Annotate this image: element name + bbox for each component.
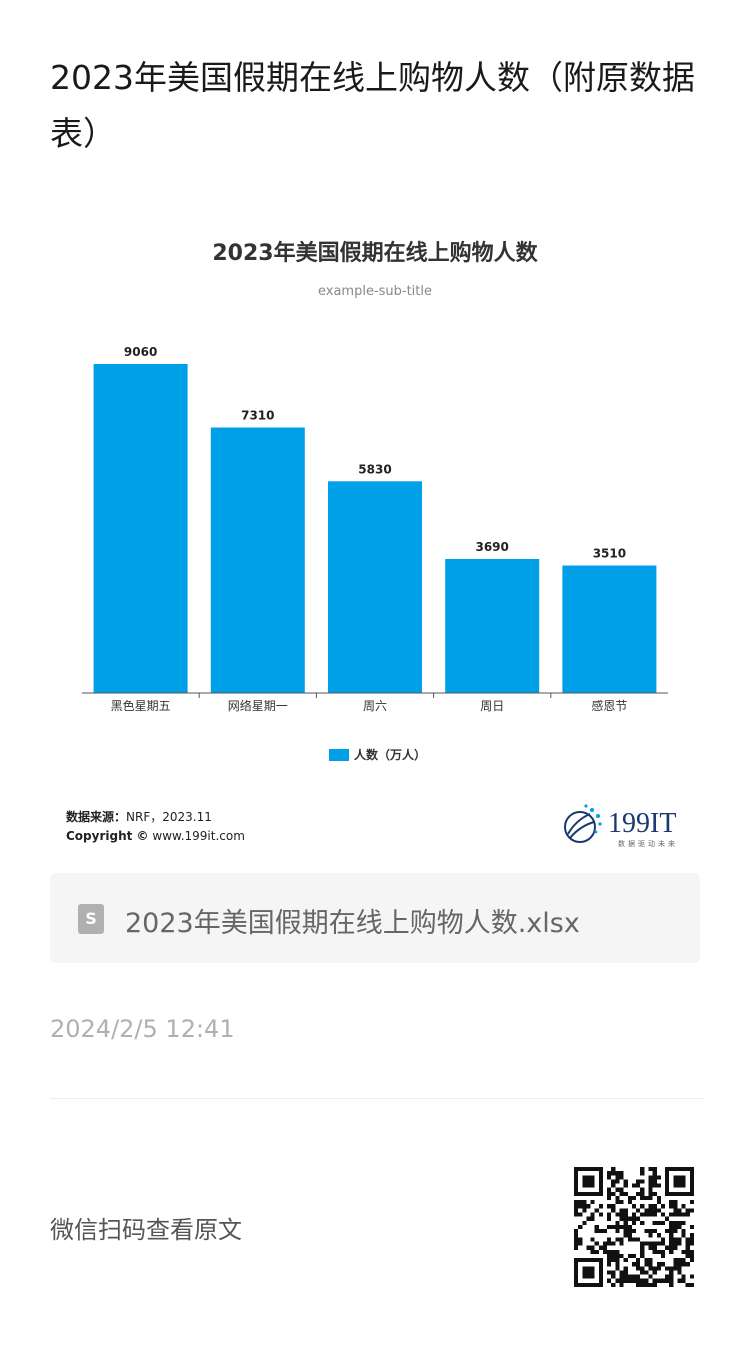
data-label-2: 5830 <box>358 462 391 476</box>
bar-3 <box>445 559 540 693</box>
source-label: 数据来源： <box>66 810 127 824</box>
chart-subtitle: example-sub-title <box>318 284 432 299</box>
chart-legend: 人数（万人） <box>329 747 426 762</box>
post-date: 2024/2/5 12:41 <box>50 1015 235 1043</box>
logo-tagline: 数据驱动未来 <box>618 839 678 848</box>
spreadsheet-file-icon: S <box>78 904 104 934</box>
x-tick-label-0: 黑色星期五 <box>111 699 171 713</box>
attachment-card[interactable]: S 2023年美国假期在线上购物人数.xlsx <box>50 873 700 963</box>
logo-name: 199IT <box>608 808 676 839</box>
chart-figure: 2023年美国假期在线上购物人数 example-sub-title 9060 黑… <box>50 220 700 860</box>
qr-label: 微信扫码查看原文 <box>50 1216 242 1244</box>
legend-swatch <box>329 749 349 761</box>
bar-1 <box>210 427 305 693</box>
chart-bars: 9060 黑色星期五 7310 网络星期一 5830 周六 3690 周日 3510 感恩节 <box>93 345 657 713</box>
page-title: 2023年美国假期在线上购物人数（附原数据表） <box>50 58 695 153</box>
qr-code-icon[interactable] <box>574 1167 694 1287</box>
bar-4 <box>562 565 657 693</box>
x-tick-label-2: 周六 <box>363 699 387 713</box>
x-tick-label-1: 网络星期一 <box>228 698 288 713</box>
brand-logo: 199IT 数据驱动未来 <box>564 804 678 848</box>
chart-title: 2023年美国假期在线上购物人数 <box>212 240 538 266</box>
divider <box>50 1098 705 1099</box>
source-line: 数据来源：NRF，2023.11 <box>66 808 212 825</box>
legend-label: 人数（万人） <box>354 747 426 762</box>
data-label-4: 3510 <box>593 547 626 561</box>
copyright-value: www.199it.com <box>152 829 245 843</box>
copyright-line: Copyright © www.199it.com <box>66 829 245 843</box>
data-label-1: 7310 <box>241 409 274 423</box>
logo-mark-icon <box>564 804 602 843</box>
source-value: NRF，2023.11 <box>126 810 212 824</box>
bar-chart: 2023年美国假期在线上购物人数 example-sub-title 9060 黑… <box>82 240 668 762</box>
bar-0 <box>93 364 188 693</box>
attachment-filename[interactable]: 2023年美国假期在线上购物人数.xlsx <box>125 908 580 939</box>
data-label-0: 9060 <box>124 345 157 359</box>
x-tick-label-3: 周日 <box>480 699 504 713</box>
copyright-label: Copyright © <box>66 829 149 843</box>
bar-2 <box>328 481 422 693</box>
x-tick-label-4: 感恩节 <box>591 698 627 713</box>
data-label-3: 3690 <box>475 540 508 554</box>
